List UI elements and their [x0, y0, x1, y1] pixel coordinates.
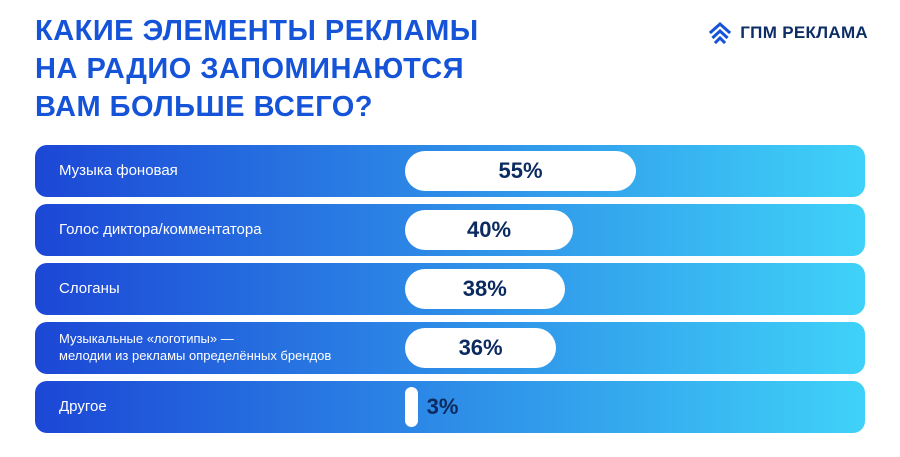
- bar-label: Музыкальные «логотипы» — мелодии из рекл…: [59, 331, 332, 363]
- bar-value: 3%: [426, 394, 459, 419]
- bar-value-pill: 36%: [405, 328, 557, 368]
- bar-chart: Музыка фоновая 55% Голос диктора/коммент…: [35, 145, 865, 433]
- bar-value-pill: 55%: [405, 151, 636, 191]
- gpm-logo-icon: [709, 21, 732, 45]
- bar-value-pill: [405, 387, 418, 427]
- bar-value: 55%: [498, 158, 543, 183]
- brand-logo: ГПМ РЕКЛАМА: [707, 20, 868, 46]
- bar-value-pill: 38%: [405, 269, 565, 309]
- bar-value: 36%: [458, 335, 503, 360]
- page-title-line-1: КАКИЕ ЭЛЕМЕНТЫ РЕКЛАМЫ: [35, 15, 479, 47]
- bar-row: Музыкальные «логотипы» — мелодии из рекл…: [35, 322, 865, 374]
- bar-label: Слоганы: [59, 280, 120, 298]
- page-title-line-2: НА РАДИО ЗАПОМИНАЮТСЯ: [35, 53, 465, 85]
- page-title-line-3: ВАМ БОЛЬШЕ ВСЕГО?: [35, 91, 374, 123]
- brand-logo-text: ГПМ РЕКЛАМА: [740, 23, 868, 42]
- bar-label: Голос диктора/комментатора: [59, 221, 262, 239]
- bar-value-area: 3%: [405, 381, 458, 433]
- bar-value-area: 38%: [405, 263, 565, 315]
- page-title: КАКИЕ ЭЛЕМЕНТЫ РЕКЛАМЫ НА РАДИО ЗАПОМИНА…: [35, 12, 479, 126]
- bar-value-area: 36%: [405, 322, 557, 374]
- bar-row: Слоганы 38%: [35, 263, 865, 315]
- bar-label: Другое: [59, 398, 107, 416]
- bar-label: Музыка фоновая: [59, 162, 178, 180]
- bar-value-pill: 40%: [405, 210, 573, 250]
- bar-row: Другое 3%: [35, 381, 865, 433]
- bar-row: Голос диктора/комментатора 40%: [35, 204, 865, 256]
- bar-row: Музыка фоновая 55%: [35, 145, 865, 197]
- bar-value: 38%: [462, 276, 507, 301]
- bar-value: 40%: [466, 217, 512, 242]
- bar-value-area: 40%: [405, 204, 573, 256]
- bar-value-area: 55%: [405, 145, 636, 197]
